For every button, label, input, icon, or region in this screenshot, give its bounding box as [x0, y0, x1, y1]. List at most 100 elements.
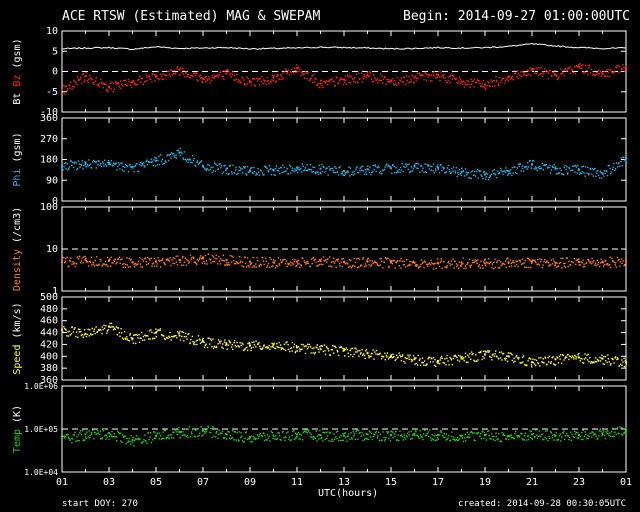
data-point — [328, 440, 330, 442]
data-point — [234, 263, 236, 265]
data-point — [494, 353, 496, 355]
data-point — [174, 73, 176, 75]
data-point — [496, 260, 498, 262]
data-point — [563, 430, 565, 432]
data-point — [609, 432, 611, 434]
data-point — [228, 431, 230, 433]
data-point — [383, 261, 386, 264]
data-point — [148, 75, 150, 77]
data-point — [330, 79, 332, 81]
data-point — [464, 83, 467, 85]
data-point — [325, 168, 327, 170]
data-point — [387, 432, 389, 434]
data-point — [173, 431, 175, 433]
data-point — [364, 437, 367, 440]
data-point — [181, 335, 183, 338]
data-point — [484, 350, 486, 352]
data-point — [417, 354, 419, 356]
data-point — [187, 159, 190, 161]
data-point — [297, 346, 300, 348]
data-point — [418, 359, 421, 361]
data-point — [306, 164, 308, 166]
data-point — [388, 165, 391, 168]
data-point — [252, 78, 254, 80]
data-point — [468, 83, 470, 86]
data-point — [477, 259, 479, 261]
data-point — [197, 163, 200, 165]
data-point — [328, 165, 330, 168]
data-point — [516, 76, 518, 78]
data-point — [545, 164, 547, 166]
data-point — [88, 159, 90, 161]
data-point — [270, 258, 272, 261]
data-point — [241, 76, 243, 78]
data-point — [194, 261, 196, 263]
data-point — [206, 263, 208, 265]
data-point — [462, 440, 465, 442]
data-point — [351, 171, 354, 173]
data-point — [268, 165, 271, 167]
data-point — [102, 430, 104, 432]
data-point — [220, 340, 222, 342]
data-point — [210, 262, 212, 264]
data-point — [397, 81, 400, 84]
data-point — [179, 67, 182, 69]
data-point — [212, 74, 214, 77]
data-point — [338, 354, 340, 357]
data-point — [462, 170, 465, 172]
data-point — [561, 173, 563, 175]
data-point — [163, 335, 165, 337]
data-point — [119, 168, 121, 170]
data-point — [195, 428, 198, 431]
data-point — [426, 73, 428, 76]
data-point — [404, 438, 407, 440]
data-point — [532, 361, 535, 364]
data-point — [612, 435, 614, 438]
data-point — [304, 352, 307, 355]
data-point — [460, 171, 463, 174]
data-point — [490, 261, 492, 263]
data-point — [93, 265, 96, 267]
data-point — [470, 264, 473, 266]
data-point — [538, 430, 540, 432]
data-point — [332, 345, 334, 347]
data-point — [311, 436, 313, 438]
data-point — [572, 435, 575, 438]
data-point — [345, 171, 347, 174]
data-point — [454, 260, 456, 262]
data-point — [126, 437, 128, 439]
data-point — [273, 174, 275, 176]
data-point — [216, 430, 218, 433]
data-point — [455, 263, 458, 265]
data-point — [84, 161, 86, 163]
data-point — [451, 431, 453, 433]
data-point — [151, 81, 153, 83]
data-point — [261, 348, 264, 350]
data-point — [332, 440, 334, 442]
data-point — [520, 362, 522, 364]
data-point — [287, 263, 289, 266]
data-point — [552, 434, 554, 436]
data-point — [285, 260, 288, 262]
data-point — [341, 258, 343, 260]
data-point — [66, 335, 68, 337]
data-point — [504, 170, 506, 172]
data-point — [148, 161, 150, 163]
data-point — [509, 259, 512, 261]
data-point — [93, 438, 95, 440]
data-point — [521, 167, 524, 170]
data-point — [579, 264, 581, 266]
data-point — [167, 337, 169, 339]
data-point — [524, 74, 527, 77]
data-point — [183, 151, 186, 153]
data-point — [156, 77, 158, 80]
data-point — [228, 264, 231, 266]
data-point — [121, 162, 123, 164]
data-point — [430, 169, 432, 171]
data-point — [623, 265, 625, 267]
data-point — [610, 435, 612, 437]
data-point — [605, 360, 607, 362]
data-point — [579, 67, 581, 69]
data-point — [603, 430, 605, 432]
